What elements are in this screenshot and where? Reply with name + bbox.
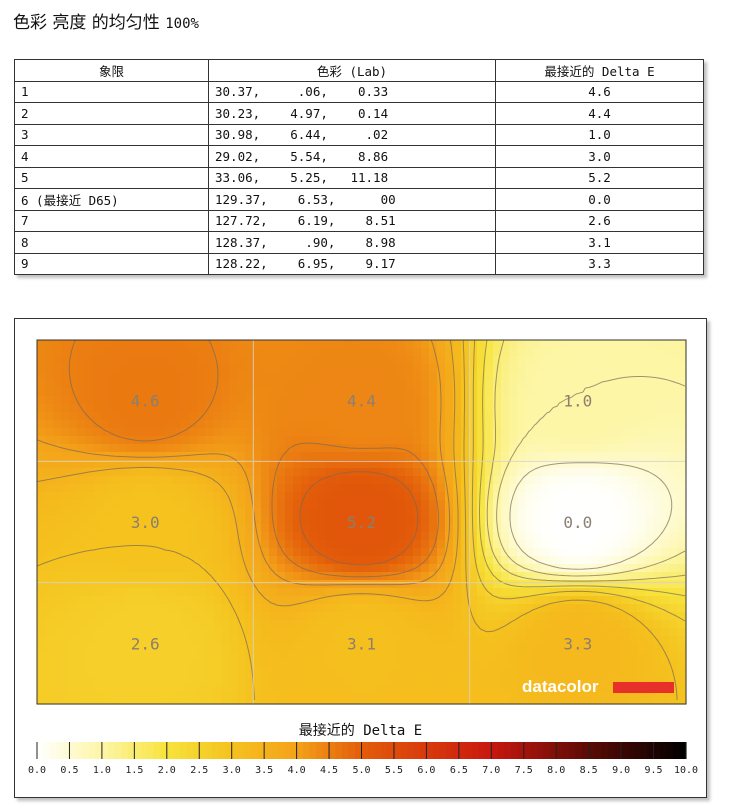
table-row: 7 127.72, 6.19, 8.51 2.6 bbox=[14, 209, 704, 232]
colorbar-tick-label: 4.0 bbox=[288, 765, 306, 776]
cell-lab: 30.98, 6.44, .02 bbox=[208, 123, 496, 146]
cell-quadrant: 5 bbox=[14, 166, 209, 189]
table-row: 1 30.37, .06, 0.33 4.6 bbox=[14, 80, 704, 103]
cell-value-label: 2.6 bbox=[131, 634, 160, 653]
cell-quadrant: 6 (最接近 D65) bbox=[14, 188, 209, 211]
cell-lab: 128.37, .90, 8.98 bbox=[208, 231, 496, 254]
colorbar-title: 最接近的 Delta E bbox=[299, 722, 422, 739]
colorbar-tick-label: 0.0 bbox=[28, 765, 46, 776]
table-row: 6 (最接近 D65) 129.37, 6.53, 00 0.0 bbox=[14, 188, 704, 211]
cell-lab: 33.06, 5.25, 11.18 bbox=[208, 166, 496, 189]
contour-lines bbox=[36, 339, 686, 701]
cell-lab: 127.72, 6.19, 8.51 bbox=[208, 209, 496, 232]
colorbar-tick-label: 7.0 bbox=[482, 765, 500, 776]
cell-value-label: 3.1 bbox=[347, 634, 376, 653]
colorbar-tick-label: 3.5 bbox=[255, 765, 273, 776]
cell-lab: 30.37, .06, 0.33 bbox=[208, 80, 496, 103]
cell-delta-e: 4.6 bbox=[495, 80, 704, 103]
cell-lab: 29.02, 5.54, 8.86 bbox=[208, 145, 496, 168]
colorbar-tick-label: 9.5 bbox=[645, 765, 663, 776]
cell-delta-e: 4.4 bbox=[495, 102, 704, 125]
cell-delta-e: 3.1 bbox=[495, 231, 704, 254]
grid-lines bbox=[37, 340, 686, 704]
cell-quadrant: 4 bbox=[14, 145, 209, 168]
cell-value-label: 3.0 bbox=[131, 513, 160, 532]
colorbar-tick-label: 2.5 bbox=[190, 765, 208, 776]
colorbar-tick-label: 6.5 bbox=[450, 765, 468, 776]
colorbar-tick-label: 9.0 bbox=[612, 765, 630, 776]
colorbar-tick-label: 7.5 bbox=[515, 765, 533, 776]
cell-value-label: 0.0 bbox=[563, 513, 592, 532]
cell-value-label: 4.4 bbox=[347, 392, 376, 411]
title-percent: 100% bbox=[165, 16, 199, 32]
colorbar-tick-label: 8.5 bbox=[580, 765, 598, 776]
datacolor-logo-bar bbox=[613, 682, 674, 693]
datacolor-logo-text: datacolor bbox=[522, 677, 599, 696]
colorbar-tick-label: 5.0 bbox=[352, 765, 370, 776]
uniformity-map-panel: 4.6 4.4 1.0 3.0 5.2 0.0 2.6 3.1 3.3 datacolor 最接近的… bbox=[14, 318, 707, 798]
cell-quadrant: 3 bbox=[14, 123, 209, 146]
uniformity-map: 4.6 4.4 1.0 3.0 5.2 0.0 2.6 3.1 3.3 datacolor 最接近的… bbox=[28, 339, 698, 776]
colorbar-tick-label: 5.5 bbox=[385, 765, 403, 776]
colorbar-tick-label: 6.0 bbox=[417, 765, 435, 776]
cell-value-label: 4.6 bbox=[131, 392, 160, 411]
cell-lab: 128.22, 6.95, 9.17 bbox=[208, 252, 496, 275]
table-row: 8 128.37, .90, 8.98 3.1 bbox=[14, 231, 704, 254]
cell-value-label: 1.0 bbox=[563, 392, 592, 411]
table-row: 4 29.02, 5.54, 8.86 3.0 bbox=[14, 145, 704, 168]
colorbar-tick-label: 2.0 bbox=[158, 765, 176, 776]
header-quadrant: 象限 bbox=[14, 59, 209, 82]
table-row: 3 30.98, 6.44, .02 1.0 bbox=[14, 123, 704, 146]
cell-lab: 30.23, 4.97, 0.14 bbox=[208, 102, 496, 125]
cell-quadrant: 8 bbox=[14, 231, 209, 254]
lab-table: 象限 色彩 (Lab) 最接近的 Delta E 1 30.37, .06, 0.… bbox=[14, 59, 704, 275]
plot-border bbox=[36, 339, 687, 705]
colorbar-tick-label: 1.5 bbox=[125, 765, 143, 776]
title-text: 色彩 亮度 的均匀性 bbox=[13, 13, 160, 33]
cell-value-label: 3.3 bbox=[563, 634, 592, 653]
colorbar bbox=[37, 742, 687, 759]
cell-quadrant: 9 bbox=[14, 252, 209, 275]
cell-quadrant: 1 bbox=[14, 80, 209, 103]
cell-delta-e: 3.0 bbox=[495, 145, 704, 168]
table-row: 5 33.06, 5.25, 11.18 5.2 bbox=[14, 166, 704, 189]
cell-quadrant: 7 bbox=[14, 209, 209, 232]
contour-path bbox=[36, 339, 686, 701]
cell-delta-e: 1.0 bbox=[495, 123, 704, 146]
colorbar-tick-label: 1.0 bbox=[93, 765, 111, 776]
cell-quadrant: 2 bbox=[14, 102, 209, 125]
colorbar-tick-label: 0.5 bbox=[60, 765, 78, 776]
page-title: 色彩 亮度 的均匀性 100% bbox=[13, 8, 199, 33]
cell-value-label: 5.2 bbox=[347, 513, 376, 532]
header-delta-e: 最接近的 Delta E bbox=[495, 59, 704, 82]
colorbar-tick-label: 4.5 bbox=[320, 765, 338, 776]
table-header-row: 象限 色彩 (Lab) 最接近的 Delta E bbox=[14, 59, 704, 82]
cell-delta-e: 5.2 bbox=[495, 166, 704, 189]
cell-delta-e: 0.0 bbox=[495, 188, 704, 211]
header-lab: 色彩 (Lab) bbox=[208, 59, 496, 82]
datacolor-logo: datacolor bbox=[522, 677, 674, 696]
cell-delta-e: 3.3 bbox=[495, 252, 704, 275]
table-row: 9 128.22, 6.95, 9.17 3.3 bbox=[14, 252, 704, 275]
table-row: 2 30.23, 4.97, 0.14 4.4 bbox=[14, 102, 704, 125]
colorbar-tick-label: 8.0 bbox=[547, 765, 565, 776]
colorbar-tick-label: 3.0 bbox=[223, 765, 241, 776]
colorbar-tick-label: 10.0 bbox=[674, 765, 698, 776]
cell-delta-e: 2.6 bbox=[495, 209, 704, 232]
cell-lab: 129.37, 6.53, 00 bbox=[208, 188, 496, 211]
